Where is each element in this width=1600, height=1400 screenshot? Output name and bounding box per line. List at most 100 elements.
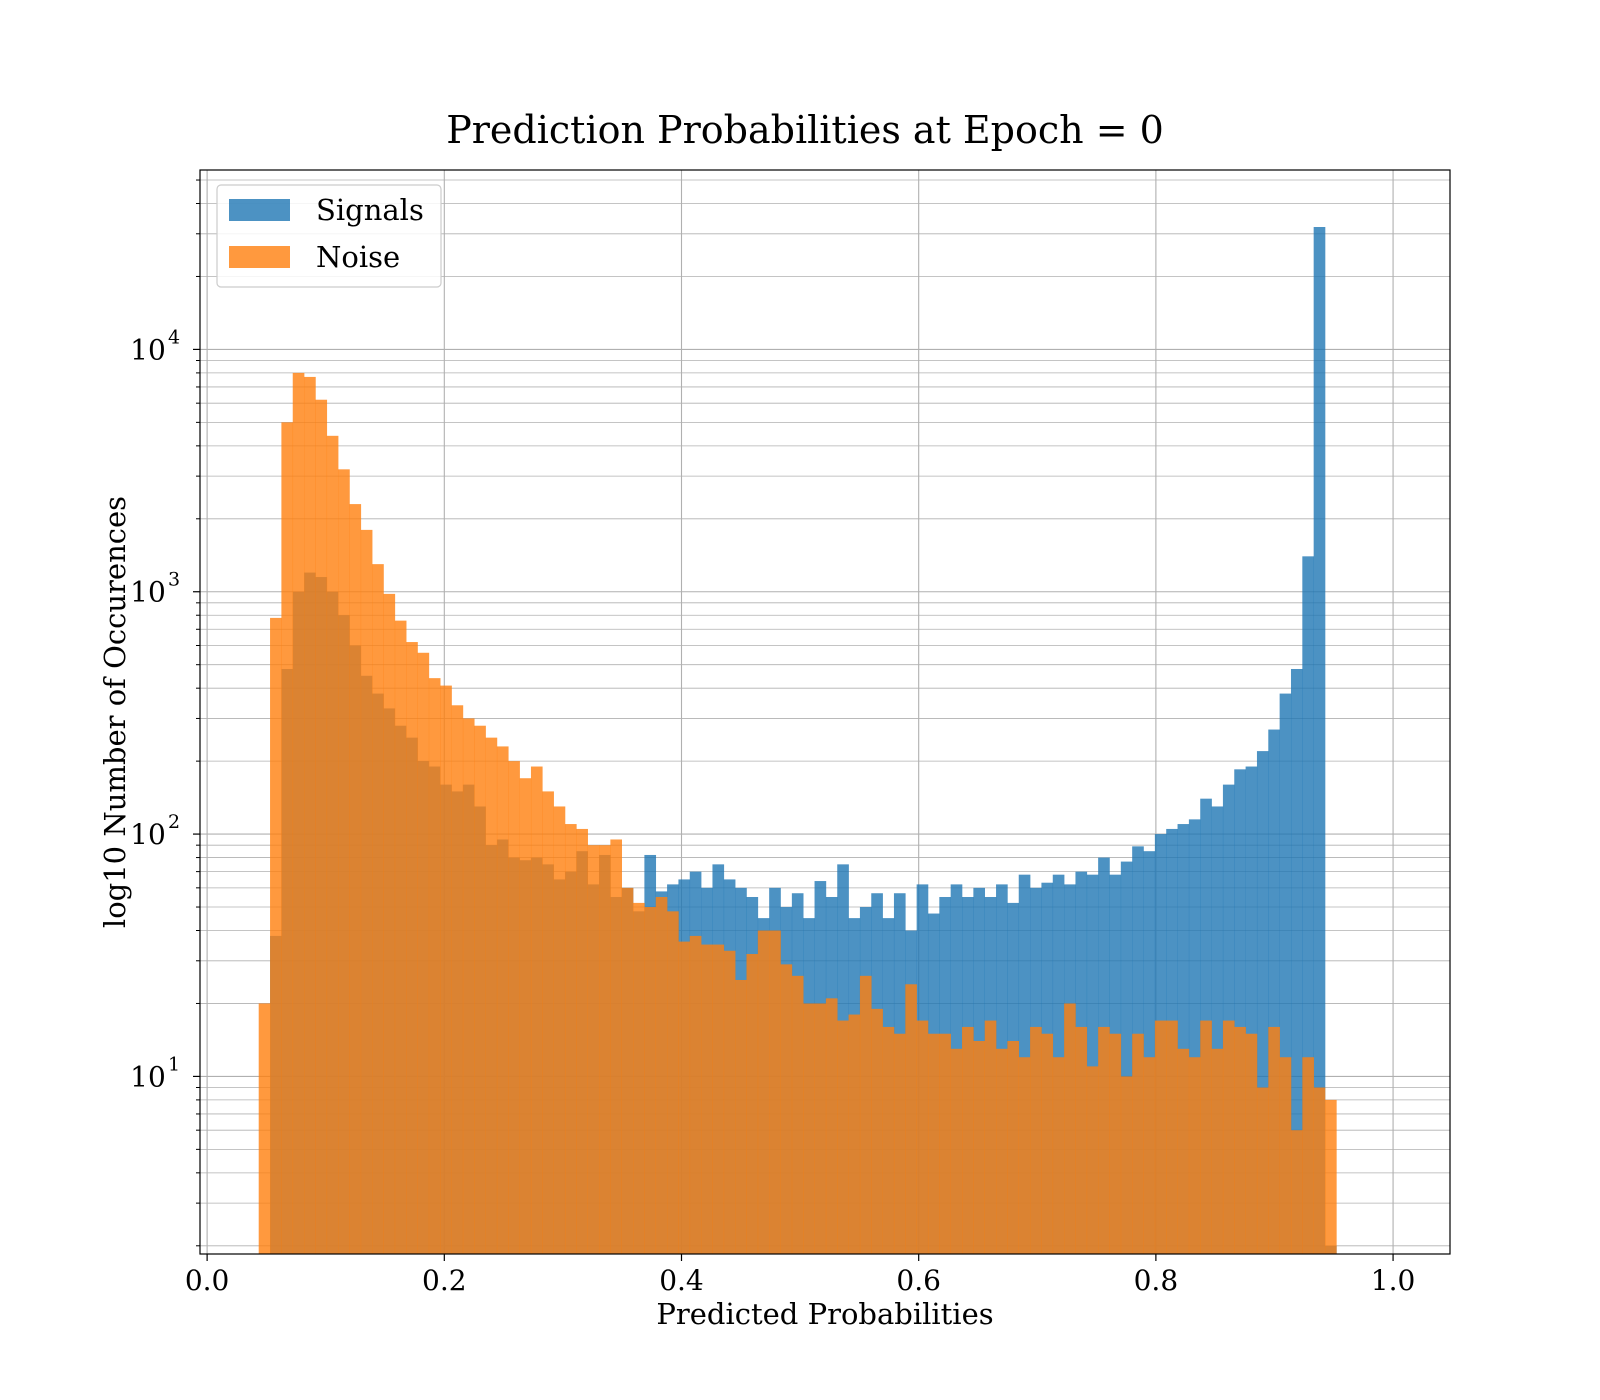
bar-noise-29: [587, 845, 600, 1254]
bar-noise-90: [1279, 1057, 1292, 1254]
bar-noise-70: [1052, 1057, 1065, 1254]
bar-noise-77: [1132, 1033, 1144, 1254]
bar-signals-88: [1256, 751, 1269, 1254]
bar-noise-20: [485, 737, 498, 1254]
y-tick-label-exponent: 1: [168, 1053, 180, 1075]
x-tick-label: 1.0: [1371, 1264, 1416, 1297]
bar-noise-1: [270, 617, 282, 1254]
bar-noise-42: [735, 979, 747, 1254]
bar-noise-53: [859, 975, 872, 1254]
bar-noise-87: [1245, 1033, 1258, 1254]
bar-noise-2: [281, 422, 294, 1254]
bar-noise-3: [292, 372, 305, 1255]
bar-noise-65: [996, 1048, 1008, 1254]
bar-signals-90: [1279, 693, 1292, 1254]
bar-noise-92: [1302, 1057, 1314, 1254]
legend-swatch-noise: [229, 246, 290, 268]
bar-noise-68: [1030, 1026, 1042, 1254]
bar-noise-31: [610, 839, 623, 1254]
bar-noise-23: [519, 778, 532, 1254]
bar-noise-61: [950, 1048, 963, 1254]
bar-noise-51: [837, 1020, 849, 1254]
x-tick-label: 0.2: [422, 1264, 467, 1297]
y-tick-label-exponent: 2: [168, 811, 180, 833]
bar-noise-5: [315, 399, 328, 1255]
bar-signals-86: [1234, 769, 1246, 1254]
bar-noise-25: [542, 791, 554, 1254]
bar-noise-59: [927, 1033, 940, 1254]
legend-label-signals: Signals: [316, 193, 424, 227]
bar-noise-16: [440, 685, 452, 1254]
bar-noise-85: [1222, 1020, 1235, 1254]
bar-noise-36: [667, 911, 679, 1254]
bar-noise-40: [712, 944, 725, 1254]
bar-noise-45: [769, 930, 781, 1254]
bar-signals-78: [1143, 851, 1156, 1254]
bar-noise-19: [474, 725, 486, 1254]
x-tick-label: 0.8: [1134, 1264, 1179, 1297]
y-tick-label-exponent: 4: [168, 326, 180, 348]
bar-signals-91: [1290, 668, 1303, 1254]
bar-noise-80: [1166, 1020, 1178, 1254]
bar-noise-9: [360, 529, 373, 1254]
bar-noise-28: [576, 828, 588, 1254]
bar-signals-93: [1313, 226, 1326, 1254]
bar-noise-56: [893, 1033, 906, 1254]
bar-signals-76: [1120, 861, 1133, 1254]
plot-frame: [199, 169, 1451, 1255]
bar-noise-47: [791, 975, 804, 1254]
bar-noise-37: [678, 941, 691, 1254]
legend-swatch-signals: [229, 199, 290, 221]
y-axis-label: log10 Number of Occurences: [98, 496, 132, 928]
bar-noise-26: [553, 806, 566, 1254]
bar-noise-41: [723, 950, 736, 1254]
bar-noise-27: [564, 824, 577, 1254]
x-axis-label: Predicted Probabilities: [656, 1297, 993, 1331]
bar-noise-50: [825, 998, 838, 1254]
bar-noise-49: [814, 1003, 827, 1254]
bar-noise-35: [655, 896, 668, 1254]
bar-noise-22: [508, 761, 520, 1254]
bar-noise-79: [1154, 1020, 1167, 1254]
bar-noise-67: [1018, 1057, 1031, 1254]
y-tick-label: 10: [130, 818, 166, 851]
bar-noise-60: [939, 1033, 951, 1254]
bar-noise-52: [848, 1014, 861, 1254]
bar-signals-87: [1245, 766, 1258, 1254]
bar-noise-46: [780, 964, 793, 1254]
bar-noise-71: [1064, 1003, 1076, 1254]
bar-noise-14: [417, 652, 430, 1254]
bar-noise-82: [1188, 1057, 1201, 1254]
bar-noise-88: [1256, 1087, 1269, 1254]
bar-signals-85: [1222, 784, 1235, 1254]
bar-noise-91: [1290, 1130, 1303, 1254]
bar-noise-81: [1177, 1048, 1190, 1254]
bar-noise-69: [1041, 1033, 1054, 1254]
bar-noise-54: [871, 1008, 883, 1254]
y-tick-label: 10: [130, 1060, 166, 1093]
bar-noise-38: [689, 935, 702, 1254]
bar-signals-84: [1211, 806, 1224, 1254]
bar-noise-62: [962, 1026, 974, 1254]
bar-noise-74: [1098, 1026, 1110, 1254]
bar-noise-6: [326, 435, 339, 1255]
legend-label-noise: Noise: [316, 240, 400, 274]
legend: Signals Noise: [216, 184, 442, 288]
x-tick-label: 0.0: [185, 1264, 230, 1297]
bar-noise-18: [462, 718, 475, 1254]
bar-noise-4: [304, 376, 316, 1254]
bar-noise-75: [1109, 1033, 1122, 1254]
bar-noise-33: [633, 902, 645, 1254]
bar-noise-15: [428, 678, 441, 1254]
bar-noise-7: [338, 469, 350, 1255]
bar-noise-10: [372, 564, 384, 1254]
y-tick-label-exponent: 3: [168, 569, 180, 591]
y-tick-label: 10: [130, 333, 166, 366]
x-tick-label: 0.6: [896, 1264, 941, 1297]
bar-noise-0: [258, 1003, 271, 1254]
bar-noise-94: [1325, 1099, 1337, 1254]
bar-signals-73: [1086, 874, 1099, 1254]
bar-signals-92: [1302, 556, 1314, 1254]
